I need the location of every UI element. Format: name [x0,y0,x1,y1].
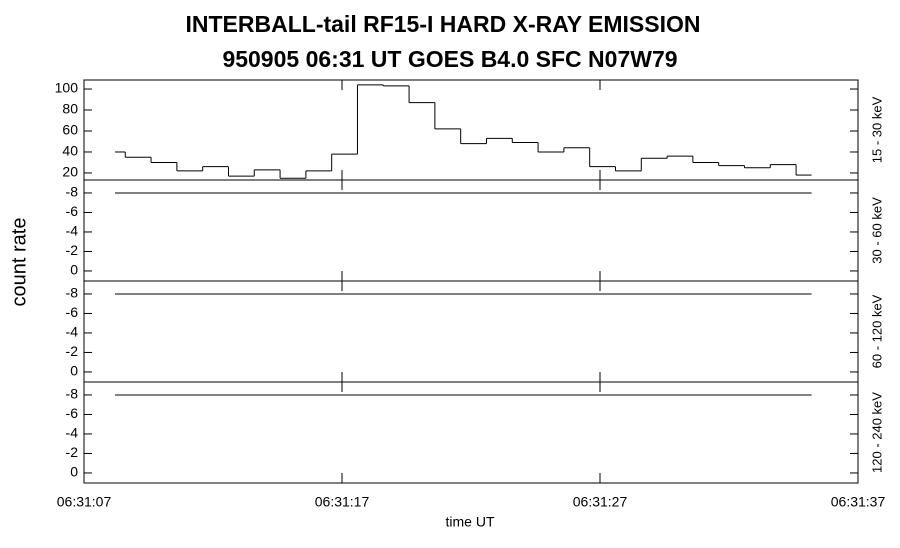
y-tick-label: -4 [66,425,79,441]
y-tick-label: 0 [70,262,78,278]
y-tick-label: 80 [62,101,78,117]
x-axis-label: time UT [446,514,495,530]
y-tick-label: 20 [62,164,78,180]
y-tick-label: -8 [66,285,79,301]
y-tick-label: -8 [66,184,79,200]
channel-label: 30 - 60 keV [869,197,884,264]
x-tick-label: 06:31:07 [57,494,112,510]
x-tick-label: 06:31:37 [831,494,886,510]
y-axis-label: count rate [8,218,30,307]
plot-frame [83,79,859,181]
x-tick-label: 06:31:17 [315,494,370,510]
plot-frame [83,280,859,383]
y-tick-label: -6 [66,304,79,320]
y-tick-label: 0 [70,464,78,480]
x-tick-label: 06:31:27 [573,494,628,510]
y-tick-label: -8 [66,386,79,402]
y-tick-label: 60 [62,122,78,138]
y-tick-label: -4 [66,223,79,239]
plot-frame [83,381,859,484]
y-tick-label: -6 [66,405,79,421]
y-tick-label: -2 [66,242,79,258]
y-tick-label: 0 [70,363,78,379]
y-tick-label: -2 [66,444,79,460]
y-tick-label: -4 [66,324,79,340]
y-tick-label: 40 [62,143,78,159]
plot-frame [83,179,859,282]
channel-label: 120 - 240 keV [869,392,884,473]
channel-label: 60 - 120 keV [869,294,884,368]
y-tick-label: -6 [66,203,79,219]
y-tick-label: -2 [66,343,79,359]
chart-title: INTERBALL-tail RF15-I HARD X-RAY EMISSIO… [186,11,701,37]
y-tick-label: 100 [55,80,79,96]
chart-subtitle: 950905 06:31 UT GOES B4.0 SFC N07W79 [222,46,677,72]
channel-label: 15 - 30 keV [869,96,884,163]
